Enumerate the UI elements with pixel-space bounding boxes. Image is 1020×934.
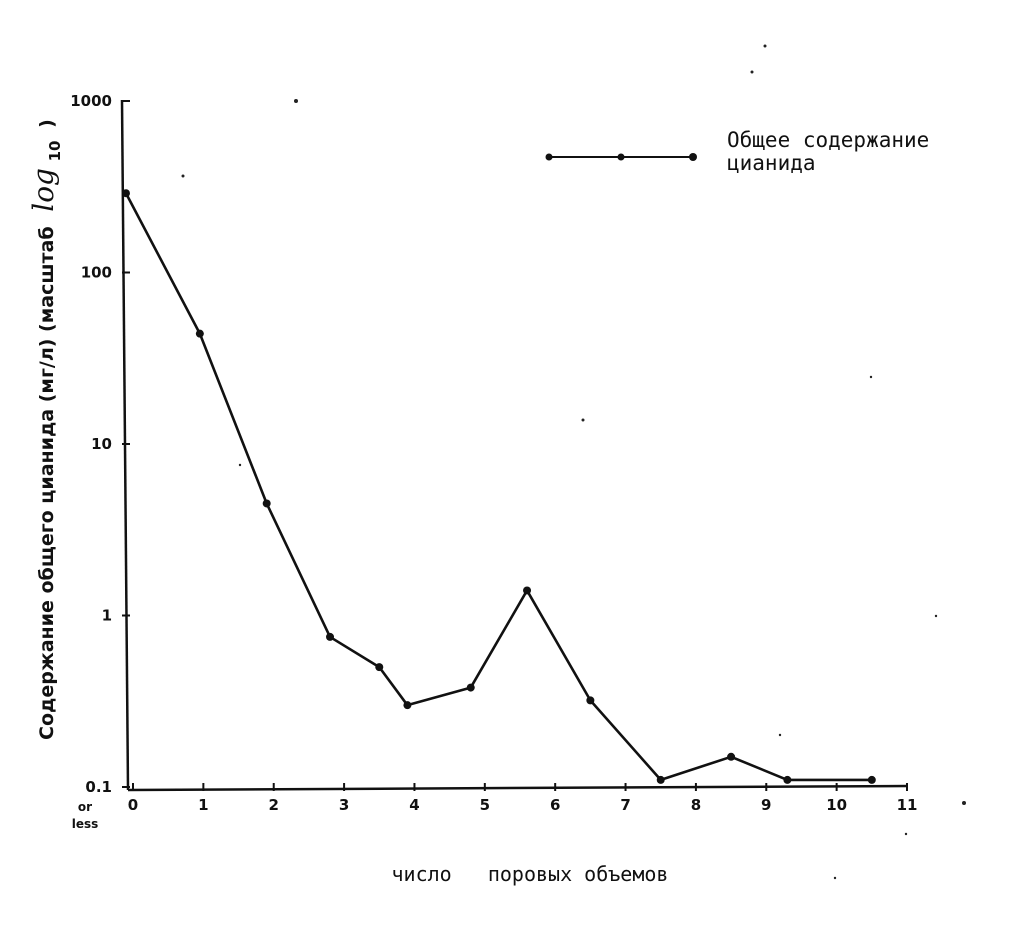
data-point-0-8 — [586, 696, 595, 705]
x-tick-label-2: 2 — [269, 796, 279, 814]
data-point-0-0 — [121, 189, 130, 198]
x-axis-line — [127, 784, 909, 792]
data-point-0-5 — [403, 701, 412, 710]
y-tick-label-or: or — [78, 800, 92, 814]
y-tick-label-less: less — [72, 817, 99, 831]
svg-text:Содержание общего цианида (мг/: Содержание общего цианида (мг/л) (масшта… — [27, 119, 65, 740]
x-tick-label-0: 0 — [128, 796, 138, 814]
y-axis-title-close: ) — [36, 119, 58, 128]
data-point-0-9 — [656, 775, 665, 784]
x-tick-label-1: 1 — [198, 796, 208, 814]
scan-noise — [181, 44, 966, 880]
legend: Общее содержание цианида — [545, 128, 929, 175]
y-tick-label-4: 0.1 — [85, 778, 112, 796]
y-axis-title: Содержание общего цианида (мг/л) (масшта… — [27, 119, 65, 740]
y-tick-label-1: 100 — [81, 264, 112, 282]
x-tick-label-11: 11 — [897, 796, 918, 814]
x-tick-label-3: 3 — [339, 796, 349, 814]
x-tick-label-5: 5 — [480, 796, 490, 814]
data-point-0-11 — [783, 775, 792, 784]
data-point-0-1 — [195, 329, 204, 338]
x-tick-label-9: 9 — [761, 796, 771, 814]
x-tick-label-7: 7 — [620, 796, 630, 814]
data-point-0-10 — [727, 752, 736, 761]
legend-marker-mid — [617, 153, 625, 161]
x-axis-title: число поровых объемов — [392, 862, 669, 886]
data-point-0-3 — [326, 632, 335, 641]
y-axis-title-main: Содержание общего цианида (мг/л) (масшта… — [36, 226, 58, 740]
data-point-0-12 — [867, 775, 876, 784]
data-point-0-6 — [466, 683, 475, 692]
x-tick-label-10: 10 — [826, 796, 847, 814]
y-axis-title-log: log — [27, 168, 60, 212]
y-ticks: 1000 100 10 1 0.1 — [70, 92, 130, 796]
series-layer — [121, 189, 876, 784]
x-ticks: 0 1 2 3 4 5 6 7 8 9 10 11 — [128, 783, 918, 814]
series-line-0 — [124, 192, 872, 782]
legend-label-line-2: цианида — [727, 151, 816, 175]
legend-label-line-1: Общее содержание — [727, 128, 929, 152]
y-axis-title-log-base: 10 — [46, 141, 64, 162]
axes — [120, 99, 909, 792]
legend-marker-start — [545, 153, 553, 161]
x-tick-label-6: 6 — [550, 796, 560, 814]
y-tick-label-2: 10 — [91, 435, 112, 453]
x-tick-label-4: 4 — [409, 796, 419, 814]
data-point-0-7 — [523, 586, 532, 595]
y-tick-label-0: 1000 — [70, 92, 112, 110]
y-tick-label-3: 1 — [102, 607, 112, 625]
data-point-0-4 — [375, 663, 384, 672]
legend-marker-end — [689, 153, 697, 161]
x-tick-label-8: 8 — [691, 796, 701, 814]
data-point-0-2 — [262, 499, 271, 508]
